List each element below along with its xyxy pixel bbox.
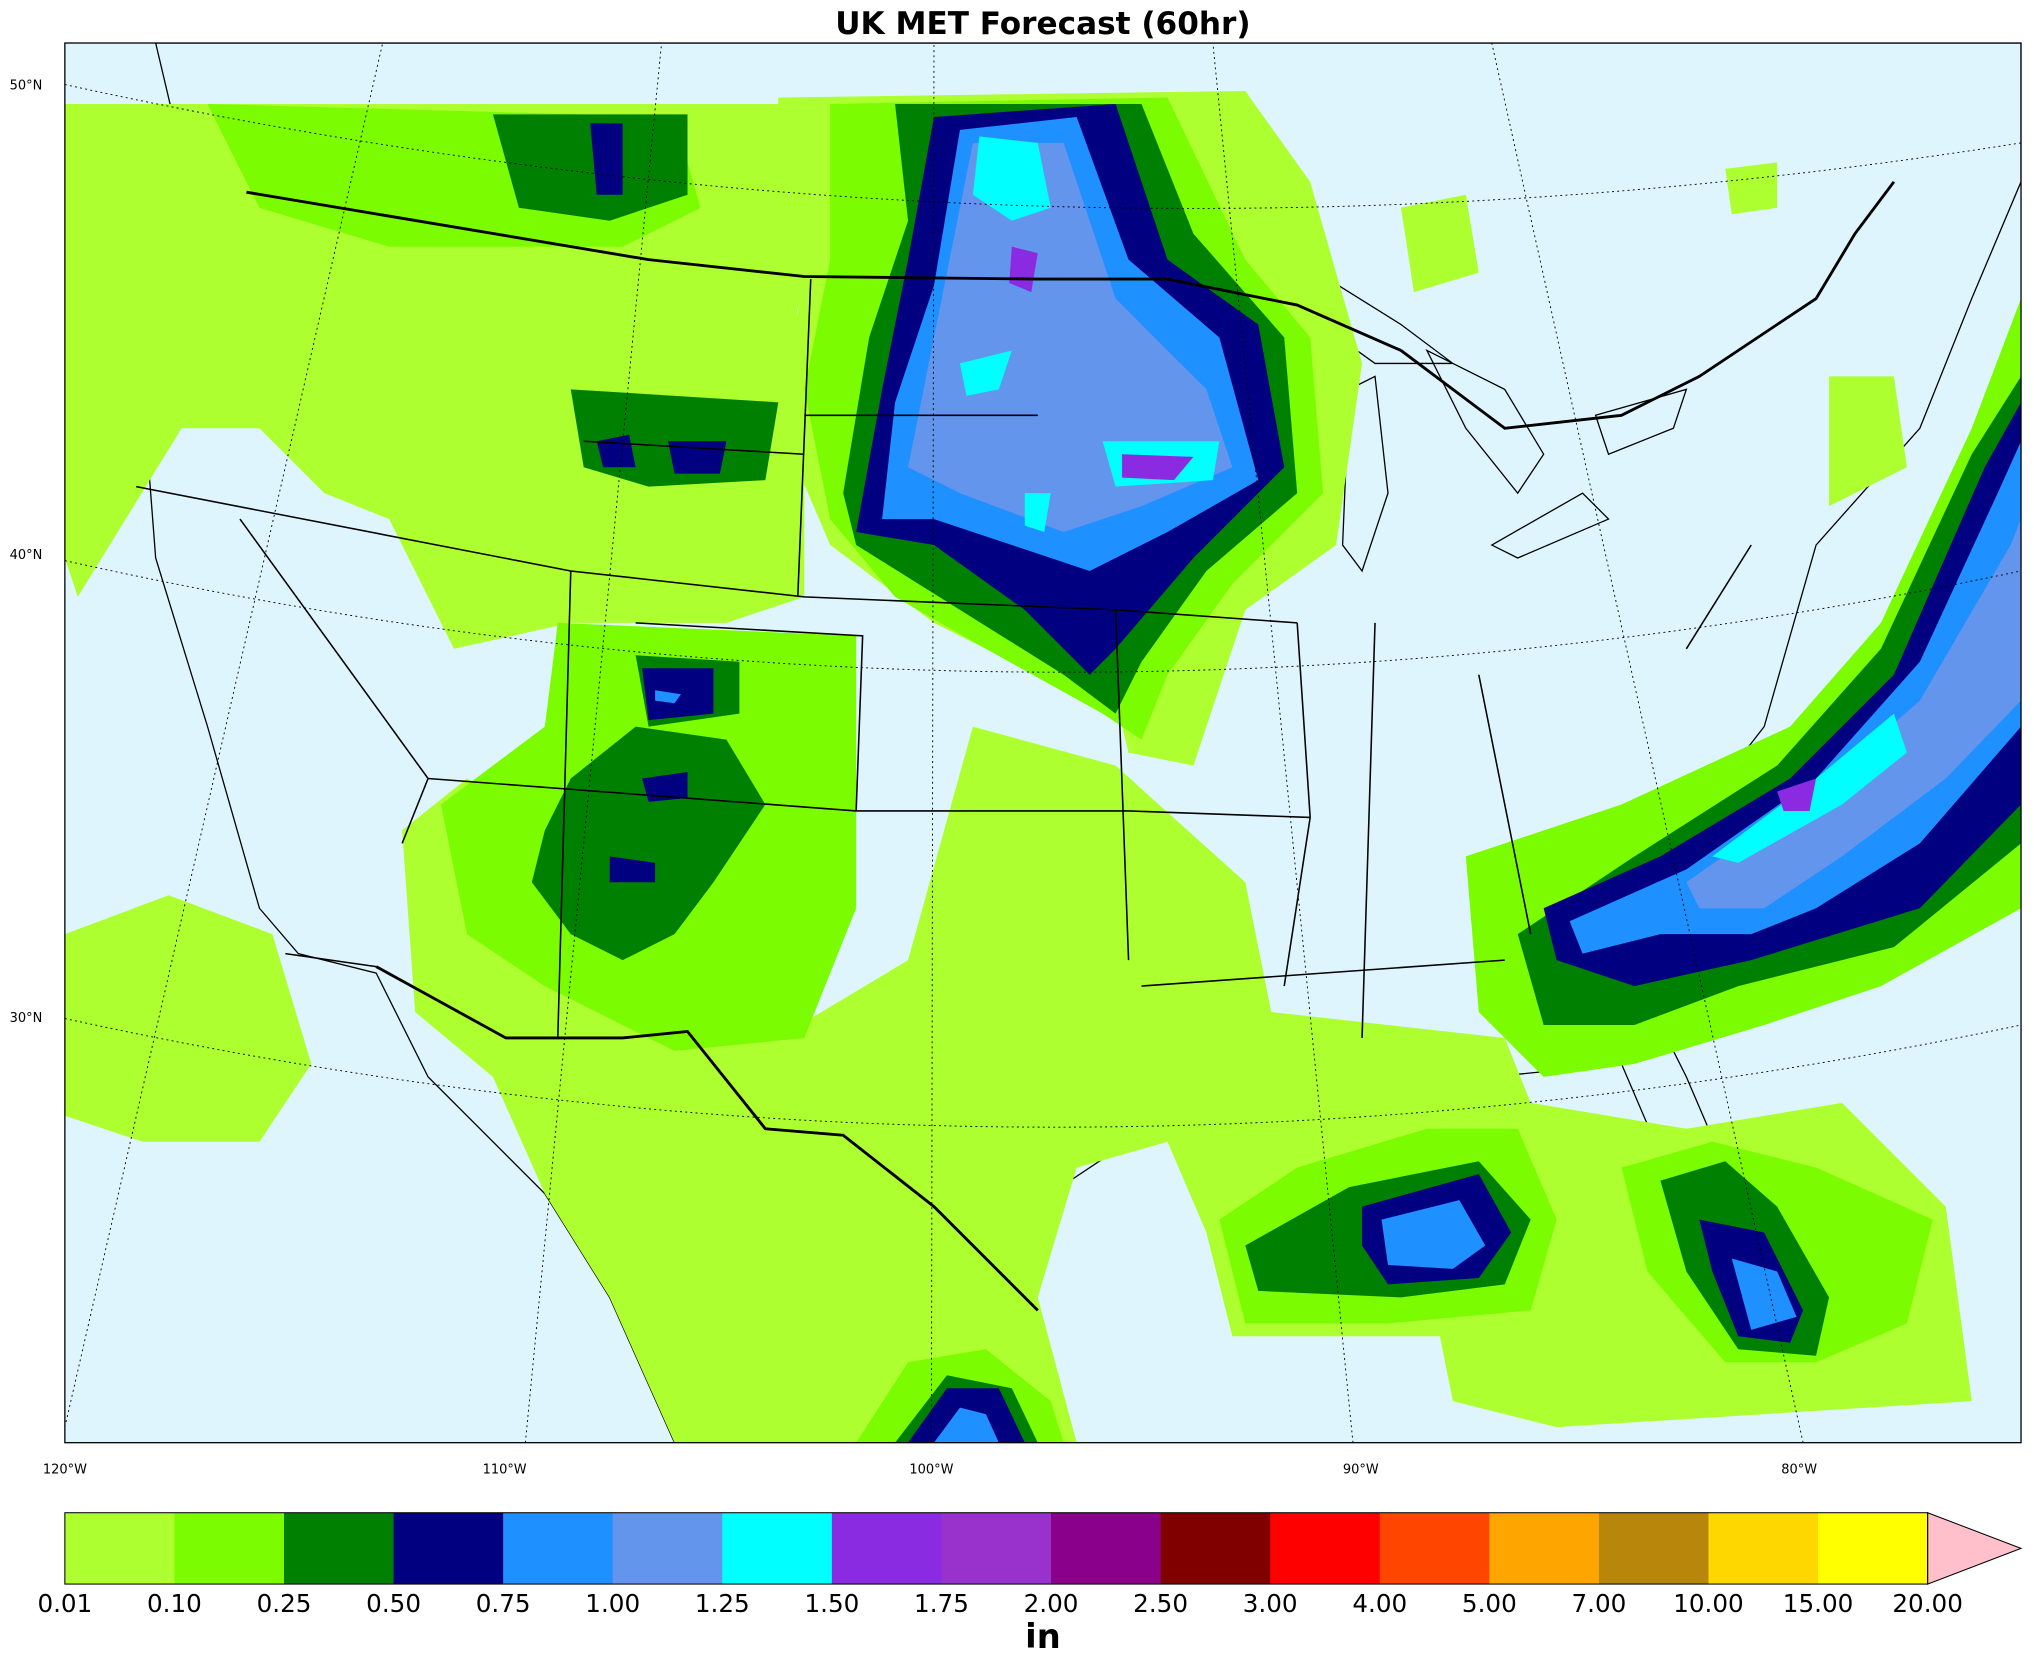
colorbar-tick-label: 4.00 [1352, 1589, 1407, 1618]
precip-contour [402, 726, 1972, 1443]
colorbar-segment [1270, 1512, 1381, 1585]
borders [136, 180, 1896, 1312]
colorbar-segment [831, 1512, 943, 1585]
colorbar-tick-label: 3.00 [1243, 1589, 1298, 1618]
colorbar-segment [1051, 1512, 1162, 1585]
longitude-label: 80°W [1781, 1462, 1817, 1477]
map-frame [64, 42, 2022, 1444]
colorbar: 0.01 0.10 0.25 0.50 0.75 1.00 1.25 1.50 1.75 2.00… [37, 1511, 2023, 1618]
colorbar-tick-label: 0.01 [37, 1589, 92, 1618]
colorbar-tick-label: 0.50 [366, 1589, 421, 1618]
precip-contour [908, 1174, 1804, 1443]
colorbar-segment [722, 1512, 833, 1585]
latitude-label: 40°N [10, 548, 43, 563]
colorbar-segment [612, 1512, 723, 1585]
colorbar-tick-label: 1.25 [695, 1589, 750, 1618]
precip-contour [590, 123, 727, 883]
colorbar-segment [1708, 1512, 1819, 1585]
colorbar-segment [1598, 1512, 1710, 1585]
precip-contour [1686, 519, 2022, 909]
colorbar-tick-label: 7.00 [1571, 1589, 1626, 1618]
colorbar-segment [1160, 1512, 1271, 1585]
colorbar-segment [1379, 1512, 1490, 1585]
colorbar-label: in [1025, 1617, 1061, 1656]
colorbar-extension [1927, 1511, 2023, 1585]
colorbar-tick-label: 2.00 [1024, 1589, 1079, 1618]
colorbar-segment [1489, 1512, 1600, 1585]
colorbar-tick-label: 5.00 [1462, 1589, 1517, 1618]
colorbar-frame [64, 1512, 1929, 1585]
colorbar-tick-label: 20.00 [1892, 1589, 1963, 1618]
colorbar-segment [941, 1512, 1052, 1585]
latitude-label: 30°N [10, 1011, 43, 1026]
longitude-label: 120°W [43, 1462, 87, 1477]
map [64, 43, 2022, 1443]
precip-contour [1569, 441, 2022, 954]
parallel [64, 560, 2022, 673]
longitude-label: 90°W [1343, 1462, 1379, 1477]
colorbar-tick-label: 2.50 [1133, 1589, 1188, 1618]
colorbar-segment [1818, 1512, 1929, 1585]
latitude-label: 50°N [10, 78, 43, 93]
longitude-label: 100°W [909, 1462, 953, 1477]
precip-contour [908, 142, 1233, 533]
graticule [64, 43, 2022, 1443]
colorbar-tick-label: 1.00 [585, 1589, 640, 1618]
axis-labels: 50°N 40°N 30°N 120°W 110°W 100°W 90°W 80… [10, 78, 1818, 1477]
colorbar-segment [284, 1512, 395, 1585]
national-border [246, 180, 1896, 430]
colorbar-segment [503, 1512, 614, 1585]
precip-field [64, 91, 2022, 1443]
colorbar-tick-label: 15.00 [1783, 1589, 1854, 1618]
precip-contour [531, 726, 766, 961]
colorbar-tick-label: 1.75 [914, 1589, 969, 1618]
colorbar-tick-label: 1.50 [804, 1589, 859, 1618]
colorbar-segment [393, 1512, 504, 1585]
precip-contour [64, 162, 1907, 1142]
national-border [375, 965, 1039, 1312]
colorbar-tick-label: 0.25 [257, 1589, 312, 1618]
state-border [136, 279, 1752, 1038]
longitude-label: 110°W [483, 1462, 527, 1477]
title: UK MET Forecast (60hr) [835, 6, 1250, 42]
colorbar-tick-label: 0.75 [476, 1589, 531, 1618]
lake [1283, 258, 1688, 573]
colorbar-segment [64, 1512, 176, 1585]
precip-contour [492, 114, 779, 727]
colorbar-tick-label: 10.00 [1673, 1589, 1744, 1618]
colorbar-segment [174, 1512, 285, 1585]
colorbar-tick-label: 0.10 [147, 1589, 202, 1618]
